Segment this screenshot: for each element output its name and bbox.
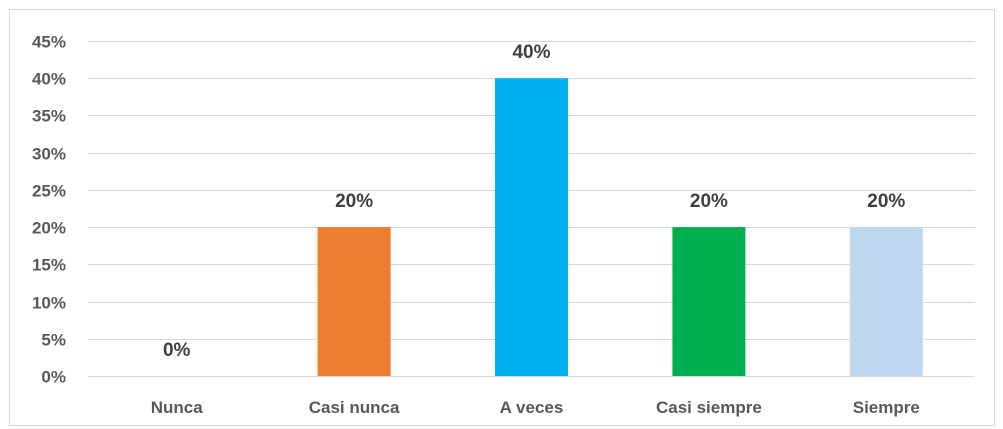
- bar-a-veces: [495, 78, 568, 376]
- data-label: 20%: [335, 191, 373, 212]
- y-tick-label: 20%: [32, 219, 66, 238]
- data-label: 20%: [867, 191, 905, 212]
- bar-casi-nunca: [317, 227, 391, 376]
- x-category-label: Casi siempre: [656, 398, 762, 417]
- x-category-label: A veces: [500, 398, 564, 417]
- data-label: 0%: [163, 340, 191, 361]
- data-label: 20%: [690, 191, 728, 212]
- y-tick-label: 0%: [41, 368, 66, 387]
- x-axis-category-labels: Nunca Casi nunca A veces Casi siempre Siempr…: [151, 398, 920, 417]
- y-axis-tick-labels: 0% 5% 10% 15% 20% 25% 30% 35% 40% 45%: [32, 33, 66, 387]
- y-tick-label: 35%: [32, 107, 66, 126]
- y-tick-label: 40%: [32, 70, 66, 89]
- bar-casi-siempre: [672, 227, 746, 376]
- y-tick-label: 10%: [32, 294, 66, 313]
- y-tick-label: 25%: [32, 182, 66, 201]
- bars: [317, 78, 923, 376]
- x-category-label: Nunca: [151, 398, 204, 417]
- y-tick-label: 30%: [32, 145, 66, 164]
- data-label: 40%: [512, 42, 550, 63]
- y-tick-label: 45%: [32, 33, 66, 52]
- y-tick-label: 5%: [41, 331, 66, 350]
- bar-siempre: [849, 227, 923, 376]
- x-category-label: Casi nunca: [309, 398, 400, 417]
- y-tick-label: 15%: [32, 256, 66, 275]
- data-labels: 0% 20% 40% 20% 20%: [163, 42, 905, 361]
- x-category-label: Siempre: [853, 398, 920, 417]
